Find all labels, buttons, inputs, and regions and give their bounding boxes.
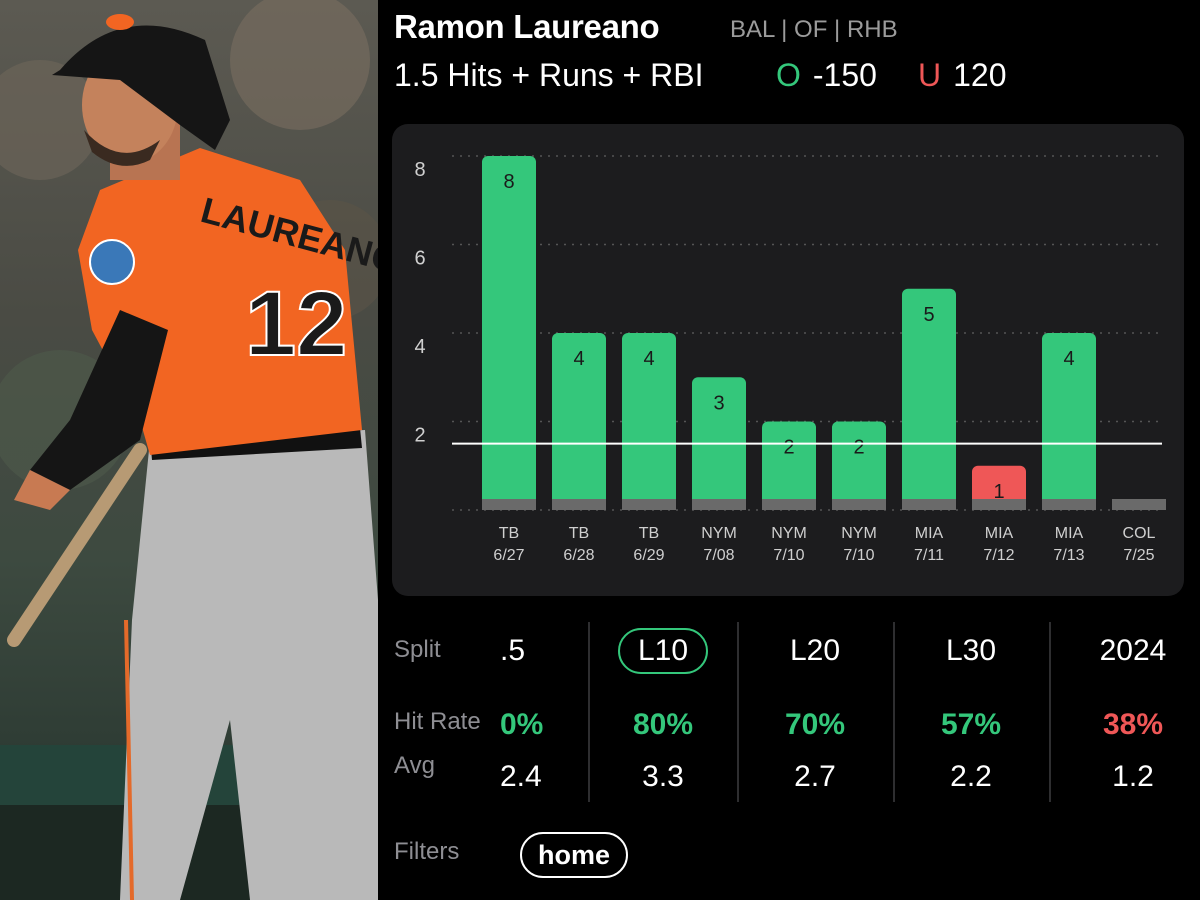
x-tick-date: 7/12	[983, 547, 1014, 564]
x-tick-date: 7/11	[914, 547, 944, 564]
x-tick-opponent: NYM	[771, 525, 807, 542]
x-tick-opponent: TB	[499, 525, 519, 542]
x-tick-opponent: MIA	[1055, 525, 1084, 542]
bar-value-label: 5	[923, 304, 934, 326]
bar-chart-svg: 8 6 4 2 8 TB 6/27 4 TB 6/28 4 TB 6/29 3 NYM 7/08 2 NYM 7/1…	[414, 155, 1166, 564]
over-odds: -150	[812, 57, 877, 93]
hit-rate-l5: 0%	[500, 708, 544, 741]
filters-label: Filters	[394, 838, 460, 865]
bar-value-label: 4	[573, 348, 584, 370]
prop-line: 1.5 Hits + Runs + RBI	[394, 57, 704, 93]
jersey-number-text: 12	[245, 273, 347, 375]
split-label-l10: L10	[617, 628, 709, 674]
under-odds: 120	[953, 57, 1007, 93]
bar-base-stub	[1112, 499, 1166, 510]
bar-base-stub	[832, 499, 886, 510]
bar	[832, 421, 886, 510]
x-tick-date: 6/27	[493, 547, 524, 564]
y-tick-label: 2	[414, 425, 425, 447]
hit-rate-l10: 80%	[632, 708, 694, 741]
x-tick-opponent: TB	[639, 525, 659, 542]
prop-detail-panel: Ramon Laureano BAL | OF | RHB 1.5 Hits +…	[378, 0, 1200, 900]
under-tag: U	[918, 57, 942, 93]
x-tick-opponent: NYM	[701, 525, 737, 542]
avg-l30: 2.2	[950, 760, 992, 793]
split-label-l5: .5	[500, 634, 526, 667]
split-column-2024[interactable]: 2024 38% 1.2	[1058, 622, 1200, 802]
bar-value-label: 4	[1063, 348, 1074, 370]
avg-l20: 2.7	[794, 760, 836, 793]
x-tick-date: 7/13	[1053, 547, 1084, 564]
y-tick-label: 4	[414, 336, 425, 358]
split-column-l20[interactable]: L20 70% 2.7	[740, 622, 890, 802]
hit-rate-2024: 38%	[1102, 708, 1164, 741]
bar-base-stub	[902, 499, 956, 510]
x-tick-opponent: MIA	[985, 525, 1014, 542]
split-label-l20: L20	[789, 634, 841, 667]
bar	[762, 421, 816, 510]
bar-value-label: 8	[503, 171, 514, 193]
bar-base-stub	[552, 499, 606, 510]
y-tick-label: 8	[414, 159, 425, 181]
bar	[552, 333, 606, 510]
column-divider	[893, 622, 895, 802]
column-divider	[588, 622, 590, 802]
split-label-l30: L30	[945, 634, 997, 667]
bar	[1042, 333, 1096, 510]
split-label-2024: 2024	[1099, 634, 1167, 667]
bar	[902, 288, 956, 510]
avg-2024: 1.2	[1112, 760, 1154, 793]
avg-l10: 3.3	[642, 760, 684, 793]
hit-rate-row-label: Hit Rate	[394, 708, 481, 735]
split-row-label: Split	[394, 636, 441, 663]
bar-value-label: 2	[783, 437, 794, 459]
split-column-l10[interactable]: L10 80% 3.3	[588, 622, 738, 802]
bar-value-label: 1	[993, 481, 1004, 503]
split-column-l30[interactable]: L30 57% 2.2	[896, 622, 1046, 802]
bar-base-stub	[622, 499, 676, 510]
bar-value-label: 3	[713, 392, 724, 414]
bar-base-stub	[972, 499, 1026, 510]
bar	[482, 156, 536, 510]
x-tick-date: 7/25	[1123, 547, 1154, 564]
column-divider	[1049, 622, 1051, 802]
column-divider	[737, 622, 739, 802]
bar	[972, 465, 1026, 510]
bar-base-stub	[482, 499, 536, 510]
over-odds-button[interactable]: O -150	[776, 57, 877, 94]
over-tag: O	[776, 57, 801, 93]
x-tick-opponent: TB	[569, 525, 589, 542]
split-column-l5[interactable]: .5 0% 2.4	[500, 622, 580, 802]
hit-rate-l20: 70%	[784, 708, 846, 741]
avg-row-label: Avg	[394, 752, 435, 779]
filter-chip-home[interactable]: home	[520, 832, 629, 878]
player-photo: LAUREANO 12	[0, 0, 378, 900]
under-odds-button[interactable]: U 120	[918, 57, 1007, 94]
x-tick-date: 6/28	[563, 547, 594, 564]
bar-value-label: 2	[853, 437, 864, 459]
bar-base-stub	[692, 499, 746, 510]
x-tick-date: 7/10	[773, 547, 804, 564]
game-log-chart: 8 6 4 2 8 TB 6/27 4 TB 6/28 4 TB 6/29 3 NYM 7/08 2 NYM 7/1…	[392, 124, 1184, 596]
x-tick-date: 7/10	[843, 547, 874, 564]
player-name: Ramon Laureano	[394, 8, 660, 45]
avg-l5: 2.4	[500, 760, 542, 793]
bar-value-label: 4	[643, 348, 654, 370]
x-tick-date: 7/08	[703, 547, 734, 564]
bar-base-stub	[762, 499, 816, 510]
x-tick-opponent: NYM	[841, 525, 877, 542]
y-tick-label: 6	[414, 248, 425, 270]
hit-rate-l30: 57%	[940, 708, 1002, 741]
x-tick-date: 6/29	[633, 547, 664, 564]
x-tick-opponent: COL	[1123, 525, 1156, 542]
x-tick-opponent: MIA	[915, 525, 944, 542]
bar-base-stub	[1042, 499, 1096, 510]
player-meta: BAL | OF | RHB	[730, 16, 898, 43]
bar	[622, 333, 676, 510]
